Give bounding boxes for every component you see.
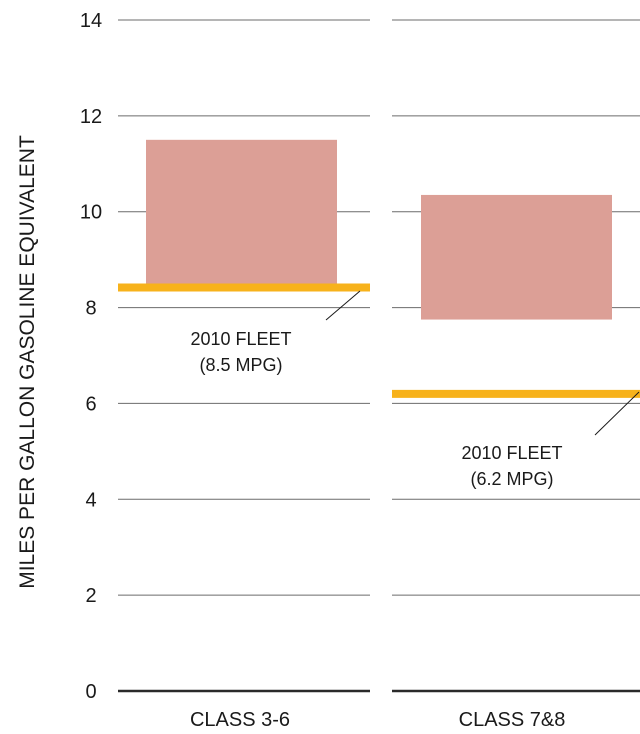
category-label: CLASS 7&8 xyxy=(459,709,566,731)
range-bar xyxy=(146,139,337,284)
fleet-annotation-value: (8.5 MPG) xyxy=(199,355,282,375)
fleet-annotation-value: (6.2 MPG) xyxy=(470,469,553,489)
y-tick-label: 14 xyxy=(80,10,102,32)
y-tick-label: 10 xyxy=(80,202,102,224)
gridlines xyxy=(118,19,640,693)
y-tick-label: 6 xyxy=(85,393,96,415)
category-labels: CLASS 3-6 CLASS 7&8 xyxy=(190,709,565,731)
fleet-annotation-title: 2010 FLEET xyxy=(190,329,291,349)
range-bar xyxy=(421,194,612,320)
y-axis-title: MILES PER GALLON GASOLINE EQUIVALENT xyxy=(16,135,39,589)
fleet-lines: 2010 FLEET (8.5 MPG) 2010 FLEET (6.2 MPG) xyxy=(118,283,640,489)
y-tick-label: 12 xyxy=(80,106,102,128)
fleet-annotation-title: 2010 FLEET xyxy=(461,443,562,463)
y-tick-label: 4 xyxy=(85,489,96,511)
annotation-leader xyxy=(325,290,361,321)
y-tick-label: 8 xyxy=(85,298,96,320)
y-tick-label: 2 xyxy=(85,585,96,607)
annotation-leader xyxy=(594,391,640,436)
range-bars xyxy=(146,139,612,320)
y-tick-labels: 0 2 4 6 8 10 12 14 xyxy=(80,10,102,703)
category-label: CLASS 3-6 xyxy=(190,709,290,731)
y-tick-label: 0 xyxy=(85,681,96,703)
